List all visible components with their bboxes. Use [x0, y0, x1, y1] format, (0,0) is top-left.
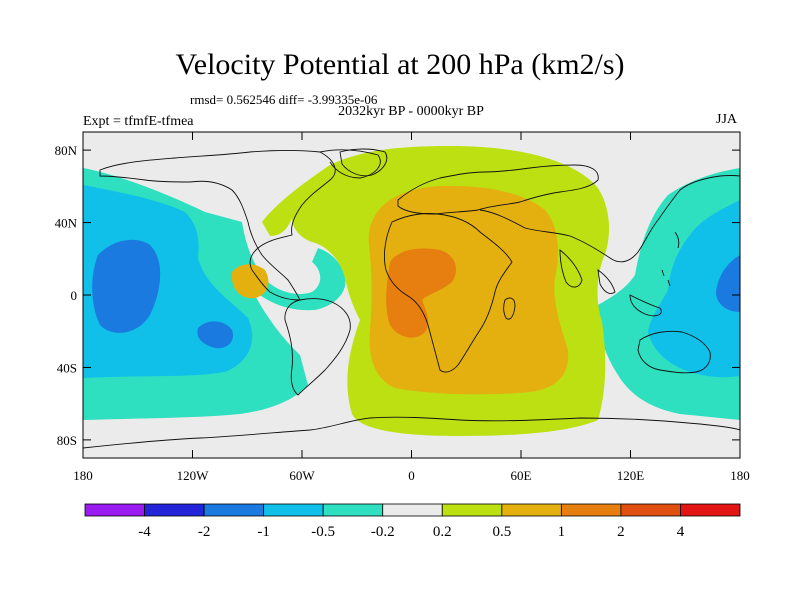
colorbar-swatch — [203, 503, 265, 517]
x-tick-label: 120E — [617, 468, 645, 483]
contour-fields — [83, 132, 740, 458]
y-tick-label: 40S — [57, 360, 77, 375]
colorbar-label: 4 — [677, 524, 685, 540]
x-tick-label: 120W — [177, 468, 210, 483]
season-label: JJA — [716, 112, 738, 127]
colorbar-swatch — [560, 503, 622, 517]
colorbar-label: -1 — [257, 524, 270, 540]
colorbar-label: 0.5 — [492, 524, 511, 540]
colorbar-swatch — [680, 503, 741, 517]
colorbar-label: 1 — [558, 524, 566, 540]
colorbar-label: 0.2 — [433, 524, 452, 540]
colorbar-label: -4 — [138, 524, 151, 540]
coastlines — [83, 148, 740, 449]
colorbar-swatch — [382, 503, 443, 517]
x-axis: 180 120W 60W 0 60E 120E 180 — [73, 132, 750, 483]
field-pacific-neg-core — [92, 239, 161, 333]
colorbar-swatch — [84, 503, 145, 517]
x-tick-label: 60E — [511, 468, 532, 483]
colorbar-swatch — [620, 503, 681, 517]
colorbar-swatch — [144, 503, 205, 517]
y-tick-label: 0 — [71, 288, 78, 303]
colorbar-swatch — [501, 503, 562, 517]
plot-title: Velocity Potential at 200 hPa (km2/s) — [175, 48, 625, 81]
y-axis: 80N 40N 0 40S 80S — [55, 143, 740, 448]
field-asia-neg-mid — [648, 200, 740, 378]
field-pacific-neg-core2 — [197, 321, 234, 349]
colorbar-swatch — [441, 503, 503, 517]
colorbar-label: -2 — [198, 524, 211, 540]
x-tick-label: 0 — [408, 468, 415, 483]
experiment-label: Expt = tfmfE-tfmea — [83, 114, 194, 129]
field-asia-neg-core — [716, 255, 740, 312]
y-tick-label: 80N — [55, 143, 78, 158]
colorbar-label: -0.2 — [371, 524, 395, 540]
colorbar-label: -0.5 — [311, 524, 335, 540]
x-tick-label: 180 — [73, 468, 93, 483]
field-americas-pos-blob — [231, 264, 269, 299]
x-tick-label: 60W — [289, 468, 315, 483]
colorbar-swatch — [322, 503, 384, 517]
colorbar: -4 -2 -1 -0.5 -0.2 0.2 0.5 1 2 4 — [84, 503, 741, 540]
colorbar-label: 2 — [617, 524, 625, 540]
field-africa-pos-mid — [368, 185, 569, 395]
y-tick-label: 80S — [57, 433, 77, 448]
field-americas-neg — [205, 212, 346, 311]
y-tick-label: 40N — [55, 216, 78, 231]
period-subtitle: 2032kyr BP - 0000kyr BP — [338, 104, 484, 119]
stats-text: rmsd= 0.562546 diff= -3.99335e-06 — [190, 92, 378, 107]
colorbar-swatch — [263, 503, 324, 517]
x-tick-label: 180 — [730, 468, 750, 483]
field-africa-pos-core — [386, 248, 456, 338]
